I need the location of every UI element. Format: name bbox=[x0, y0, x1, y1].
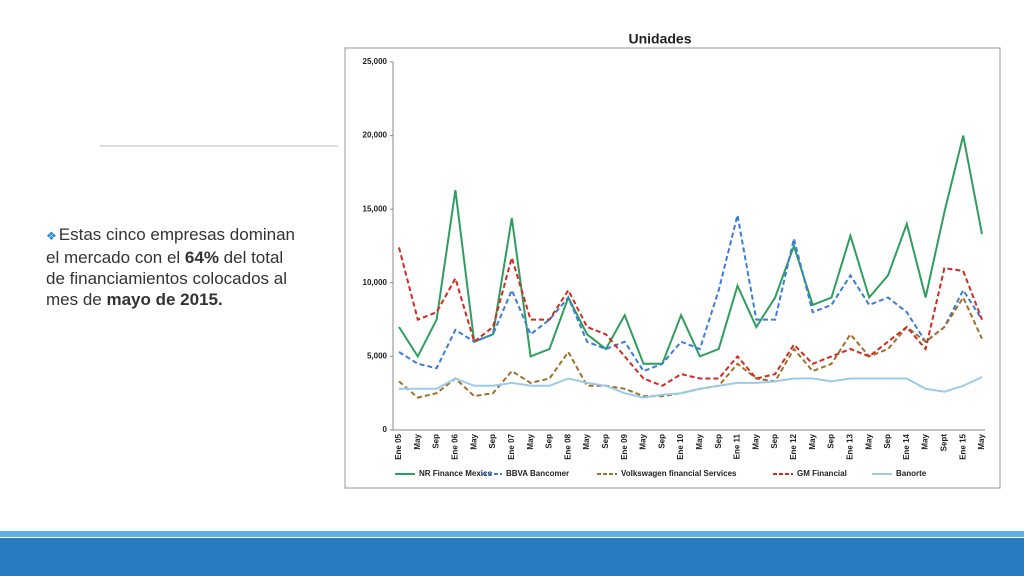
x-tick-label: Sep bbox=[488, 434, 497, 449]
x-tick-label: May bbox=[526, 433, 535, 449]
x-tick-label: Ene 14 bbox=[902, 433, 911, 459]
x-tick-label: Sept bbox=[939, 434, 948, 452]
x-tick-label: May bbox=[413, 433, 422, 449]
x-tick-label: Ene 08 bbox=[563, 433, 572, 459]
footer-band bbox=[0, 538, 1024, 576]
y-tick-label: 10,000 bbox=[363, 278, 388, 287]
x-tick-label: Ene 05 bbox=[394, 433, 403, 459]
y-tick-label: 5,000 bbox=[367, 352, 388, 361]
x-tick-label: Ene 12 bbox=[789, 433, 798, 459]
x-tick-label: Ene 11 bbox=[733, 433, 742, 459]
y-tick-label: 20,000 bbox=[363, 131, 388, 140]
x-tick-label: Ene 07 bbox=[507, 433, 516, 459]
x-tick-label: May bbox=[639, 433, 648, 449]
x-tick-label: May bbox=[808, 433, 817, 449]
x-tick-label: Ene 06 bbox=[451, 433, 460, 459]
x-tick-label: Ene 09 bbox=[620, 433, 629, 459]
x-tick-label: May bbox=[582, 433, 591, 449]
chart-title: Unidades bbox=[628, 31, 691, 47]
x-tick-label: Ene 15 bbox=[958, 433, 967, 459]
text-run: Estas cinco empresas dominan el mercado … bbox=[46, 225, 295, 267]
text-run: del total de financiamientos colocados a… bbox=[46, 248, 287, 309]
x-tick-label: Sep bbox=[770, 434, 779, 449]
text-run: mayo de 2015. bbox=[106, 290, 223, 309]
y-tick-label: 0 bbox=[383, 425, 388, 434]
series-line bbox=[399, 376, 983, 399]
x-tick-label: May bbox=[977, 433, 986, 449]
x-tick-label: May bbox=[751, 433, 760, 449]
legend-label: GM Financial bbox=[797, 469, 847, 478]
y-tick-label: 25,000 bbox=[363, 57, 388, 66]
x-tick-label: May bbox=[695, 433, 704, 449]
x-tick-label: May bbox=[864, 433, 873, 449]
y-tick-label: 15,000 bbox=[363, 204, 388, 213]
x-tick-label: Ene 10 bbox=[676, 433, 685, 459]
bullet-text: Estas cinco empresas dominan el mercado … bbox=[46, 224, 296, 310]
legend-label: BBVA Bancomer bbox=[506, 469, 569, 478]
x-tick-label: Sep bbox=[545, 434, 554, 449]
text-run: 64% bbox=[184, 248, 219, 267]
x-tick-label: May bbox=[469, 433, 478, 449]
x-tick-label: Sep bbox=[827, 434, 836, 449]
legend-label: Volkswagen financial Services bbox=[621, 469, 737, 478]
x-tick-label: Sep bbox=[432, 434, 441, 449]
legend-label: NR Finance Mexico bbox=[419, 469, 492, 478]
series-line bbox=[398, 214, 983, 373]
x-tick-label: Sep bbox=[657, 434, 666, 449]
x-tick-label: Sep bbox=[601, 434, 610, 449]
x-tick-label: Ene 13 bbox=[845, 433, 854, 459]
x-tick-label: Sep bbox=[883, 434, 892, 449]
x-tick-label: May bbox=[921, 433, 930, 449]
x-tick-label: Sep bbox=[714, 434, 723, 449]
legend-label: Banorte bbox=[896, 469, 927, 478]
series-line bbox=[398, 247, 983, 387]
footer-strip bbox=[0, 531, 1024, 537]
